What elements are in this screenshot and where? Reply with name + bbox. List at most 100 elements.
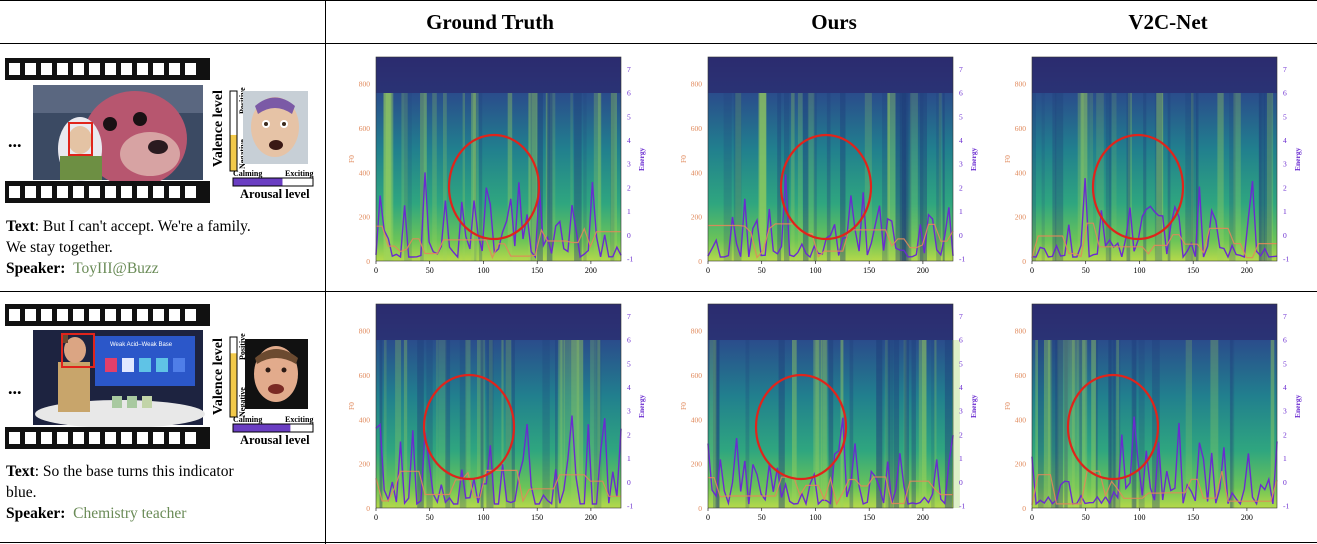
spectrogram-stripe — [395, 340, 402, 508]
face-crop-box — [68, 122, 93, 156]
plot-frame — [1031, 303, 1278, 509]
x-tick-label: 200 — [1241, 513, 1253, 522]
transcript-text: : But I can't accept. We're a family. — [34, 218, 251, 235]
face-crop-box — [61, 333, 95, 368]
energy-tick-label: -1 — [627, 255, 633, 264]
spectrogram-stripe — [590, 340, 597, 508]
spectrogram-stripe — [919, 93, 927, 261]
spectrogram-ground-truth-row2: 0 50 100 150 200 0 200 400 600 800 F0 -1 0 1 2 3 4 5 6 7 Ene… — [347, 303, 646, 522]
spectrogram-stripe — [911, 340, 916, 508]
spectrogram-stripe — [921, 340, 927, 508]
f0-axis-label: F0 — [679, 155, 688, 163]
energy-tick-label: 1 — [959, 454, 963, 463]
x-tick-label: 100 — [1133, 513, 1145, 522]
spectrogram-stripe — [1230, 340, 1233, 508]
valence-positive-label: Positive — [238, 87, 247, 114]
spectrogram-stripe — [1185, 93, 1194, 261]
energy-tick-label: -1 — [1283, 255, 1289, 264]
spectrogram-stripe — [383, 93, 392, 261]
energy-tick-label: 2 — [627, 430, 631, 439]
spectrogram-stripe — [885, 340, 888, 508]
x-tick-label: 50 — [758, 266, 766, 275]
spectrogram-stripe — [1032, 93, 1036, 261]
f0-tick-label: 0 — [366, 504, 370, 513]
plot-frame — [375, 303, 622, 509]
spectrogram-top-band — [708, 304, 953, 340]
column-header-ours: Ours — [811, 10, 857, 34]
spectrogram-stripe — [445, 340, 451, 508]
valence-bar-fill — [230, 134, 237, 171]
column-header-ground-truth: Ground Truth — [426, 10, 554, 34]
spectrogram-stripe — [583, 93, 587, 261]
spectrogram-stripe — [426, 340, 433, 508]
spectrogram-stripe — [791, 93, 795, 261]
f0-axis-label: F0 — [1003, 402, 1012, 410]
energy-tick-label: 0 — [627, 478, 631, 487]
highlight-circle — [754, 373, 848, 481]
spectrogram-stripe — [1111, 93, 1117, 261]
plot-frame — [1031, 56, 1278, 262]
spectrogram-stripe — [1096, 93, 1104, 261]
x-tick-label: 200 — [585, 266, 597, 275]
spectrogram-stripe — [745, 340, 750, 508]
speaker-label: Speaker — [6, 260, 61, 277]
f0-tick-label: 800 — [359, 327, 371, 336]
x-tick-label: 150 — [1187, 266, 1199, 275]
f0-tick-label: 600 — [359, 124, 371, 133]
spectrogram-stripe — [917, 93, 924, 261]
energy-tick-label: 4 — [1283, 136, 1287, 145]
spectrogram-stripe — [1069, 340, 1075, 508]
table-column-divider — [325, 0, 326, 544]
valence-positive-label: Positive — [238, 333, 247, 360]
spectrogram-stripe — [443, 93, 447, 261]
arousal-label: Arousal level — [240, 433, 310, 447]
f0-tick-label: 800 — [1015, 327, 1027, 336]
row2-caption: Text: So the base turns this indicator b… — [6, 461, 324, 524]
spectrogram-stripe — [803, 93, 809, 261]
spectrogram-stripe — [936, 93, 941, 261]
energy-tick-label: 7 — [627, 65, 631, 74]
spectrogram-stripe — [1259, 93, 1262, 261]
valence-label: Valence level — [211, 90, 226, 167]
x-tick-label: 200 — [1241, 266, 1253, 275]
spectrogram-stripe — [1082, 340, 1088, 508]
spectrogram-stripe — [479, 93, 483, 261]
energy-tick-label: 5 — [959, 359, 963, 368]
energy-tick-label: 7 — [1283, 312, 1287, 321]
spectrogram-stripe — [379, 340, 383, 508]
spectrogram-stripe — [904, 340, 909, 508]
spectrogram-stripe — [593, 340, 602, 508]
x-tick-label: 0 — [706, 266, 710, 275]
arousal-label: Arousal level — [240, 187, 310, 201]
spectrogram-stripe — [531, 93, 538, 261]
spectrogram-stripe — [840, 93, 846, 261]
x-tick-label: 150 — [531, 513, 543, 522]
spectrogram-stripe — [1057, 340, 1064, 508]
spectrogram-stripe — [1095, 340, 1098, 508]
spectrogram-stripe — [563, 340, 570, 508]
spectrogram-stripe — [713, 340, 719, 508]
spectrogram-stripe — [952, 340, 960, 508]
spectrogram-ground-truth-row1: 0 50 100 150 200 0 200 400 600 800 F0 -1 0 1 2 3 4 5 6 7 Ene… — [347, 56, 646, 275]
spectrogram-top-band — [1032, 57, 1277, 93]
spectrogram-stripe — [735, 93, 742, 261]
energy-tick-label: 5 — [1283, 112, 1287, 121]
spectrogram-stripe — [505, 340, 512, 508]
spectrogram-stripe — [759, 93, 766, 261]
spectrogram-stripe — [1035, 340, 1038, 508]
x-tick-label: 200 — [585, 513, 597, 522]
spectrogram-stripe — [1258, 93, 1265, 261]
spectrogram-stripe — [1266, 93, 1274, 261]
text-label: Text — [6, 463, 35, 480]
highlight-circle — [1091, 133, 1185, 241]
spectrogram-stripe — [1116, 340, 1120, 508]
spectrogram-stripe — [849, 340, 854, 508]
highlight-circle — [779, 133, 873, 241]
video-frame — [33, 85, 203, 187]
row2-emotion-illustration: Weak Acid–Weak Base ... Valence level Po… — [5, 304, 314, 449]
energy-curve — [707, 174, 954, 259]
f0-tick-label: 200 — [1015, 213, 1027, 222]
row1-emotion-illustration: ... Valence level Positive Negative Calm… — [5, 58, 314, 203]
energy-curve — [1031, 178, 1278, 259]
spectrogram-stripe — [895, 93, 904, 261]
